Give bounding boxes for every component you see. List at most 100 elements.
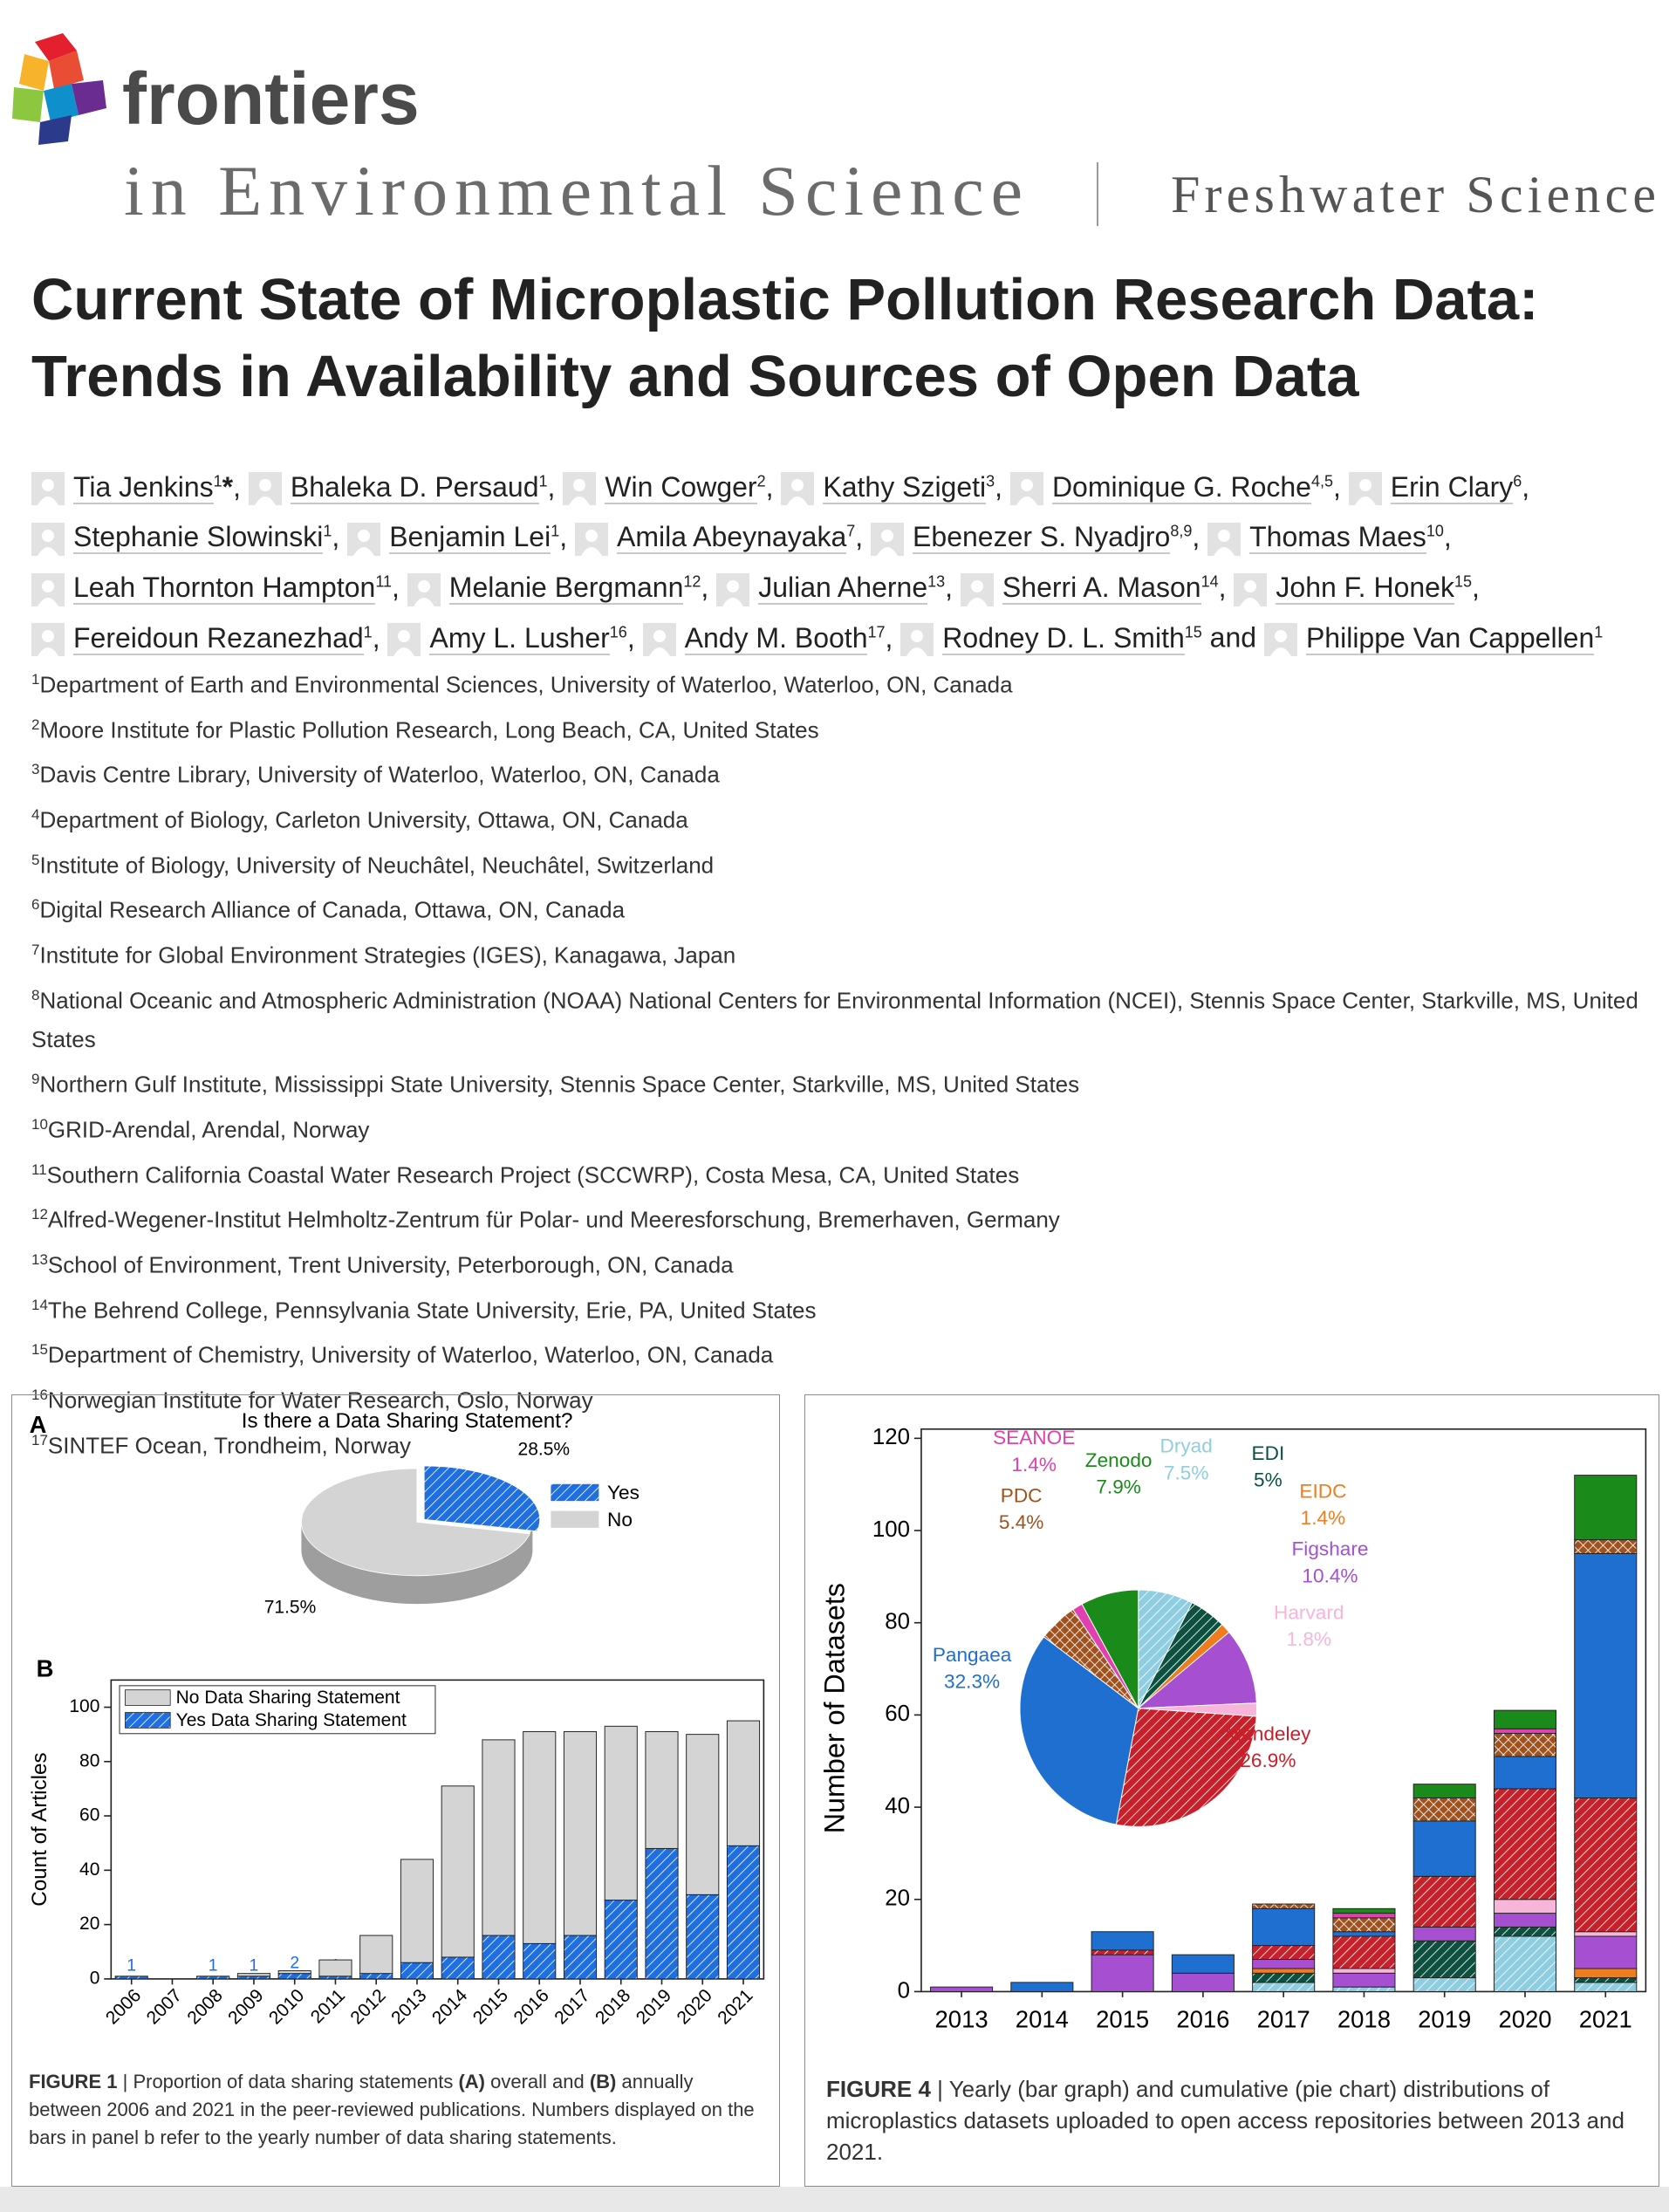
author[interactable]: Ebenezer S. Nyadjro8,9, xyxy=(871,521,1200,556)
avatar-body xyxy=(906,647,928,657)
author[interactable]: Amy L. Lusher16, xyxy=(387,621,635,657)
author-name: Amila Abeynayaka xyxy=(616,521,847,555)
x-tick-label: 2013 xyxy=(387,1985,430,2028)
y-tick-label: 60 xyxy=(79,1805,99,1825)
legend-swatch xyxy=(551,1483,599,1502)
author-avatar xyxy=(31,572,65,606)
author[interactable]: Erin Clary6, xyxy=(1348,470,1529,506)
author[interactable]: Philippe Van Cappellen1 xyxy=(1263,621,1603,657)
caption-text: (A) xyxy=(458,2071,485,2092)
avatar-body xyxy=(1214,546,1235,556)
bar-segment xyxy=(1493,1709,1557,1729)
separator: , xyxy=(765,470,774,503)
author[interactable]: Stephanie Slowinski1, xyxy=(31,521,339,556)
bar-segment xyxy=(277,1973,311,1980)
author[interactable]: Fereidoun Rezanezhad1, xyxy=(31,621,380,657)
affiliation: 17SINTEF Ocean, Trondheim, Norway xyxy=(31,1421,1663,1466)
author-list: Tia Jenkins1*, Bhaleka D. Persaud1, Win … xyxy=(31,459,1663,661)
journal-header: frontiers in Environmental Science Fresh… xyxy=(12,33,1656,230)
affiliation-number: 12 xyxy=(31,1206,48,1223)
avatar-head xyxy=(881,529,894,542)
pie-name-label: Dryad xyxy=(1160,1435,1213,1457)
caption-text: annually between 2006 and 2021 in the pe… xyxy=(29,2071,755,2148)
author[interactable]: Leah Thornton Hampton11, xyxy=(31,571,400,606)
bar-segment xyxy=(686,1894,720,1980)
affiliation-list: 1Department of Earth and Environmental S… xyxy=(31,660,1663,1465)
avatar-body xyxy=(38,597,58,606)
bar-segment xyxy=(441,1956,475,1980)
section-name: Freshwater Science xyxy=(1171,166,1656,223)
separator: , xyxy=(995,470,1003,503)
author-affiliation: 1 xyxy=(363,622,373,640)
author-affiliation: 13 xyxy=(927,572,946,591)
x-tick-label: 2020 xyxy=(673,1985,715,2028)
affiliation: 14The Behrend College, Pennsylvania Stat… xyxy=(31,1285,1663,1331)
bar-segment xyxy=(645,1731,679,1849)
author[interactable]: Tia Jenkins1*, xyxy=(31,470,241,506)
author[interactable]: Andy M. Booth17, xyxy=(642,621,893,657)
pie-name-label: Zenodo xyxy=(1085,1449,1153,1471)
author[interactable]: Rodney D. L. Smith15 xyxy=(900,621,1202,657)
bar-segment xyxy=(1574,1931,1638,1937)
caption-text: (B) xyxy=(589,2071,617,2092)
author-name: Fereidoun Rezanezhad xyxy=(73,621,364,655)
avatar-head xyxy=(417,579,430,592)
author[interactable]: Kathy Szigeti3, xyxy=(781,470,1003,506)
author-avatar xyxy=(871,522,905,556)
author-name: Kathy Szigeti xyxy=(823,470,987,504)
author-affiliation: 6 xyxy=(1513,472,1522,490)
author[interactable]: Thomas Maes10, xyxy=(1207,521,1452,556)
affiliation-number: 9 xyxy=(31,1071,40,1088)
author[interactable]: Amila Abeynayaka7, xyxy=(574,521,863,556)
author-name: John F. Honek xyxy=(1276,571,1454,605)
author-affiliation: 11 xyxy=(375,572,392,591)
x-tick-label: 2012 xyxy=(346,1985,389,2028)
pie-value-label: 28.5% xyxy=(518,1440,571,1460)
bar-segment xyxy=(1332,1907,1396,1914)
author[interactable]: Julian Aherne13, xyxy=(716,571,953,606)
author-affiliation: 4,5 xyxy=(1310,472,1333,490)
bar-segment xyxy=(1493,1913,1557,1928)
author[interactable]: Benjamin Lei1, xyxy=(347,521,567,556)
x-tick-label: 2008 xyxy=(183,1985,226,2028)
bar-segment xyxy=(563,1731,598,1936)
affiliation-number: 11 xyxy=(31,1161,47,1178)
x-tick-label: 2018 xyxy=(1337,2006,1391,2033)
y-tick-label: 80 xyxy=(79,1750,99,1770)
pie-value-label: 1.8% xyxy=(1286,1628,1331,1650)
x-tick-label: 2017 xyxy=(1257,2006,1310,2033)
affiliation-text: Southern California Coastal Water Resear… xyxy=(46,1161,1020,1188)
legend-label: No Data Sharing Statement xyxy=(176,1688,400,1708)
bar-segment xyxy=(1171,1972,1235,1992)
avatar-head xyxy=(398,630,411,643)
bar-segment xyxy=(1412,1798,1476,1822)
x-tick-label: 2014 xyxy=(1016,2006,1069,2033)
bar-segment xyxy=(1091,1954,1154,1992)
affiliation: 7Institute for Global Environment Strate… xyxy=(31,930,1663,976)
author[interactable]: Sherri A. Mason14, xyxy=(960,571,1227,606)
avatar-head xyxy=(653,630,666,643)
avatar-head xyxy=(42,579,54,592)
author[interactable]: John F. Honek15, xyxy=(1234,571,1480,606)
bar-segment xyxy=(1574,1977,1638,1983)
avatar-body xyxy=(787,497,809,506)
caption-label: FIGURE 1 xyxy=(29,2071,118,2092)
x-tick-label: 2017 xyxy=(551,1985,593,2028)
separator: , xyxy=(1443,521,1452,553)
bar-segment xyxy=(1574,1982,1638,1992)
affiliation-number: 17 xyxy=(31,1431,48,1448)
bar-segment xyxy=(1332,1935,1396,1969)
author[interactable]: Melanie Bergmann12, xyxy=(407,571,708,606)
avatar-body xyxy=(1240,597,1262,606)
pie-value-label: 7.9% xyxy=(1096,1476,1141,1498)
author[interactable]: Win Cowger2, xyxy=(563,470,774,506)
author-avatar xyxy=(642,623,676,657)
author[interactable]: Bhaleka D. Persaud1, xyxy=(248,470,555,506)
affiliation-number: 10 xyxy=(31,1115,48,1133)
figure-caption: FIGURE 1 | Proportion of data sharing st… xyxy=(29,2068,757,2152)
avatar-head xyxy=(1020,479,1033,492)
avatar-body xyxy=(353,546,375,556)
author[interactable]: Dominique G. Roche4,5, xyxy=(1009,470,1341,506)
affiliation-text: The Behrend College, Pennsylvania State … xyxy=(47,1297,817,1324)
y-axis-label: Count of Articles xyxy=(28,1752,51,1906)
